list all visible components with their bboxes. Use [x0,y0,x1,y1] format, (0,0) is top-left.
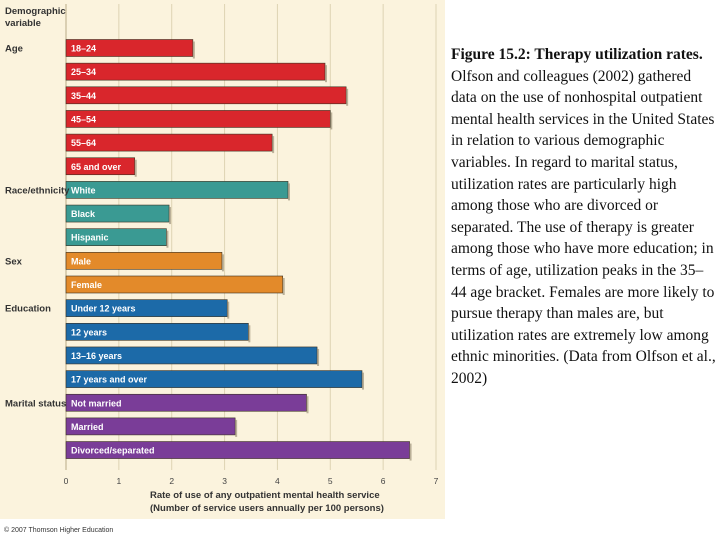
bar-shadow [282,278,285,295]
x-tick-label: 6 [381,476,386,486]
group-label: Race/ethnicity [5,185,70,196]
x-tick-label: 2 [169,476,174,486]
bar [65,86,347,105]
bar-shadow [248,325,251,343]
bar-label: Black [71,209,96,219]
bar-shadow [272,136,275,154]
bar-label: 55–64 [71,138,96,148]
x-tick-label: 3 [222,476,227,486]
bar-shadow [362,372,364,390]
bar-label: 17 years and over [71,375,148,385]
bar-label: Female [71,280,102,290]
bar-shadow [317,348,320,366]
copyright-text: © 2007 Thomson Higher Education [4,527,114,534]
caption-title: Figure 15.2: Therapy utilization rates. [451,46,703,63]
bar-label: White [71,185,96,195]
bar-shadow [325,65,327,83]
bar-shadow [346,88,349,106]
bar-label: Divorced/separated [71,446,155,456]
group-label: Education [5,304,51,315]
bar-label: 18–24 [71,44,96,54]
bar [65,133,273,152]
bar-label: 65 and over [71,162,122,172]
bar-label: Male [71,256,91,266]
bar-shadow [288,183,290,201]
x-tick-label: 4 [275,476,280,486]
bars [65,39,412,461]
bar-shadow [306,396,309,414]
bar-shadow [330,112,333,130]
bar-label: Under 12 years [71,304,136,314]
x-tick-label: 1 [116,476,121,486]
bar-label: 45–54 [71,114,96,124]
group-header: variable [5,18,41,29]
group-label: Marital status [5,398,66,409]
group-label: Age [5,44,23,55]
bar-label: Not married [71,398,122,408]
bar-label: Married [71,422,104,432]
group-header: Demographic [5,6,66,17]
group-label: Sex [5,256,23,267]
bar-label: 13–16 years [71,351,122,361]
bar-label: 12 years [71,327,107,337]
bar-shadow [227,301,230,319]
x-axis-sublabel: (Number of service users annually per 10… [150,503,384,514]
caption-body: Olfson and colleagues (2002) gathered da… [451,67,716,387]
bar [65,62,326,81]
x-tick-label: 5 [328,476,333,486]
x-tick-label: 7 [434,476,439,486]
chart-panel: Demographic variable 18–24 Age 25–34 35–44 45–… [0,0,445,519]
bar [65,110,331,128]
bar-label: Hispanic [71,233,109,243]
bar-label: 35–44 [71,91,96,101]
bar-shadow [409,443,412,461]
bar-shadow [192,41,195,59]
bar-shadow [235,419,238,437]
bar-shadow [169,207,172,225]
bar-shadow [166,230,169,248]
bar-shadow [221,254,224,272]
x-axis-label: Rate of use of any outpatient mental hea… [150,490,380,501]
bar [65,346,318,365]
figure-caption: Figure 15.2: Therapy utilization rates. … [451,44,717,390]
x-tick-label: 0 [64,476,69,486]
bar-label: 25–34 [71,67,96,77]
bar [65,181,289,199]
bar-shadow [134,159,137,177]
